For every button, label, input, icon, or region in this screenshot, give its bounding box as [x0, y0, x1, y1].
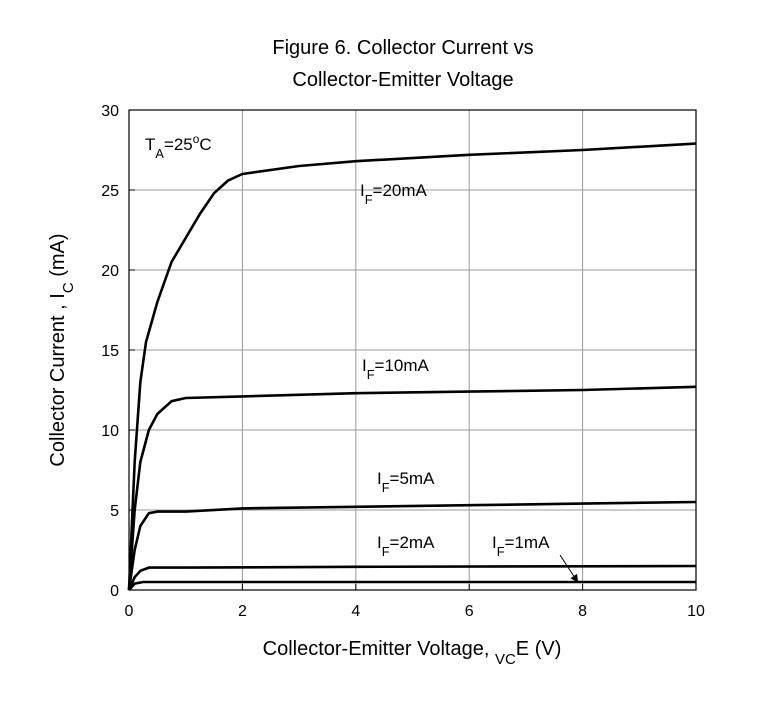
y-tick-label: 20: [101, 263, 119, 280]
chart-title: Collector-Emitter Voltage: [292, 69, 513, 91]
arrow: [559, 554, 579, 583]
x-tick-label: 0: [125, 603, 134, 620]
x-tick-label: 8: [578, 603, 587, 620]
series-label: IF=20mA: [360, 181, 428, 207]
x-tick-label: 4: [351, 603, 360, 620]
series-line: [127, 385, 697, 591]
x-tick-label: 6: [465, 603, 474, 620]
series-label: IF=2mA: [377, 533, 435, 559]
y-tick-label: 10: [101, 423, 119, 440]
y-tick-label: 0: [110, 583, 119, 600]
series-line: [127, 564, 697, 591]
y-tick-label: 25: [101, 183, 119, 200]
x-tick-label: 10: [687, 603, 705, 620]
y-tick-label: 5: [110, 503, 119, 520]
series-label: IF=10mA: [362, 356, 430, 382]
series-line: [127, 500, 697, 591]
series-label: IF=1mA: [492, 533, 550, 559]
series-line: [128, 580, 696, 591]
y-axis-label: Collector Current , IC (mA): [47, 233, 77, 466]
x-tick-label: 2: [238, 603, 247, 620]
annotation: TA=25oC: [145, 132, 212, 161]
x-axis-label: Collector-Emitter Voltage, VCE (V): [263, 638, 562, 668]
series-line: [127, 142, 697, 591]
y-tick-label: 15: [101, 343, 119, 360]
plot-frame: [128, 109, 697, 591]
series-label: IF=5mA: [377, 469, 435, 495]
y-tick-label: 30: [101, 103, 119, 120]
chart-title: Figure 6. Collector Current vs: [272, 37, 533, 59]
